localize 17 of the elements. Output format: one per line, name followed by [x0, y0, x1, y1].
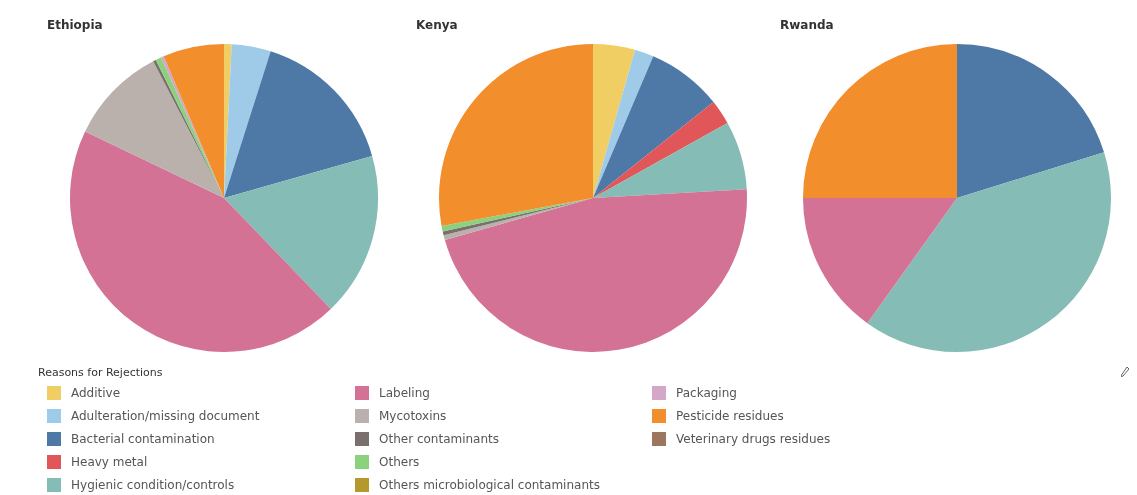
legend-label: Mycotoxins [379, 409, 447, 423]
legend-label: Heavy metal [71, 455, 148, 469]
legend-label: Packaging [676, 386, 737, 400]
legend-label: Others microbiological contaminants [379, 478, 600, 492]
slice-label: Kenya [416, 18, 458, 32]
legend-label: Other contaminants [379, 432, 500, 446]
legend-label: Pesticide residues [676, 409, 784, 423]
slice-label: Rwanda [780, 18, 834, 32]
legend-label: Additive [71, 386, 121, 400]
legend-label: Veterinary drugs residues [676, 432, 831, 446]
slice-label: Ethiopia [47, 18, 103, 32]
legend-label: Hygienic condition/controls [71, 478, 235, 492]
legend-label: Adulteration/missing document [71, 409, 260, 423]
legend-label: Bacterial contamination [71, 432, 215, 446]
legend-label: Labeling [379, 386, 430, 400]
legend-title: Reasons for Rejections [38, 366, 163, 379]
legend-label: Others [379, 455, 420, 469]
